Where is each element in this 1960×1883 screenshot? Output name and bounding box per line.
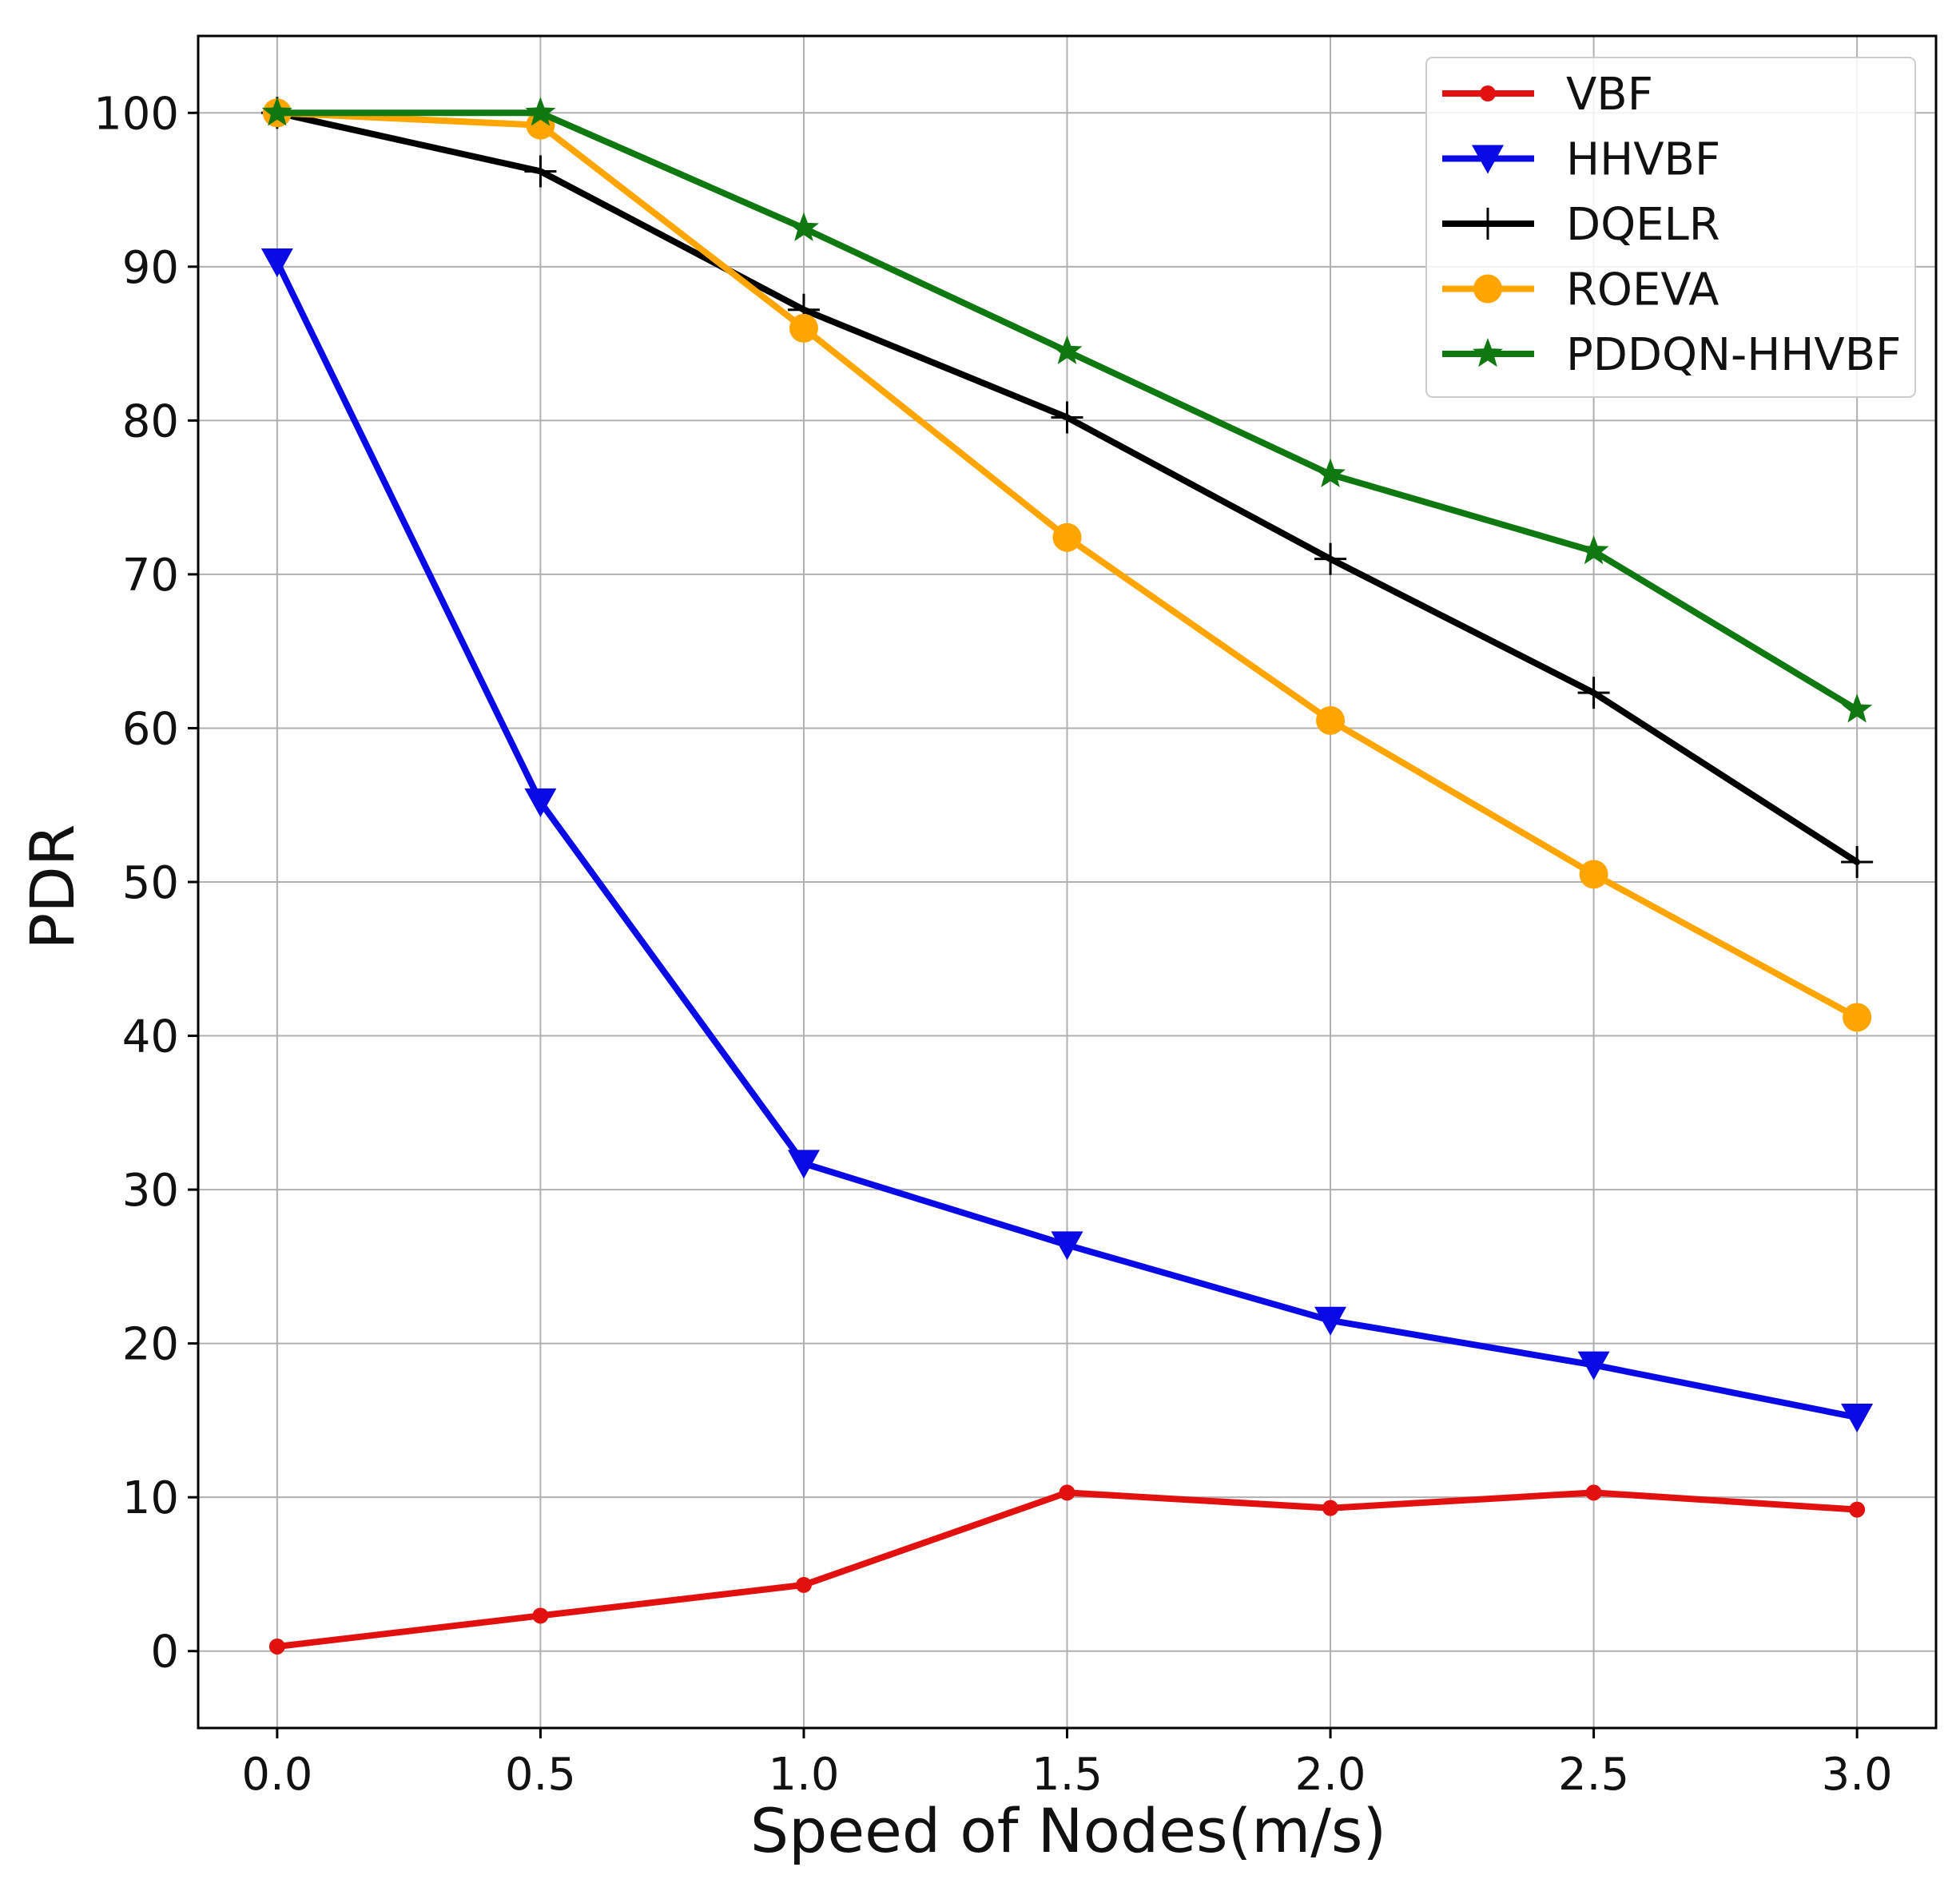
- y-tick-label: 50: [122, 857, 179, 909]
- data-point: [260, 248, 293, 278]
- x-tick-label: 0.5: [505, 1749, 576, 1801]
- data-point: [524, 155, 557, 188]
- series-hhvbf: [260, 248, 1874, 1433]
- legend-swatch-marker: [1472, 208, 1504, 240]
- x-tick-label: 2.0: [1295, 1749, 1366, 1801]
- series-vbf: [268, 1484, 1866, 1655]
- data-point: [1841, 845, 1874, 878]
- x-tick-label: 2.5: [1558, 1749, 1629, 1801]
- data-point: [1585, 1484, 1602, 1501]
- legend-label: DQELR: [1566, 199, 1720, 251]
- legend-item: HHVBF: [1442, 134, 1720, 186]
- data-point: [1314, 542, 1347, 575]
- y-tick-label: 0: [150, 1627, 179, 1678]
- y-tick-label: 30: [122, 1165, 179, 1217]
- legend-label: PDDQN-HHVBF: [1566, 329, 1901, 381]
- data-point: [1322, 1500, 1339, 1516]
- data-point: [1841, 1404, 1874, 1433]
- y-axis-label: PDR: [17, 824, 88, 949]
- data-point: [1052, 335, 1083, 364]
- y-tick-label: 20: [122, 1319, 179, 1371]
- legend-swatch-marker: [1480, 85, 1496, 101]
- y-tick-label: 40: [122, 1011, 179, 1063]
- legend-item: PDDQN-HHVBF: [1442, 329, 1901, 381]
- legend-swatch-marker: [1472, 145, 1504, 174]
- series-pddqn-hhvbf: [261, 97, 1873, 723]
- legend-label: ROEVA: [1566, 264, 1719, 316]
- data-point: [1843, 1003, 1872, 1032]
- data-point: [1849, 1501, 1866, 1518]
- data-point: [1579, 860, 1608, 889]
- data-point: [1314, 1306, 1347, 1336]
- data-point: [788, 212, 819, 241]
- series-dqelr: [260, 97, 1874, 878]
- data-point: [1316, 705, 1346, 735]
- x-tick-label: 1.0: [768, 1749, 839, 1801]
- x-tick-label: 0.0: [241, 1749, 312, 1801]
- data-point: [789, 313, 818, 343]
- legend-label: VBF: [1566, 69, 1653, 121]
- data-point: [1577, 1351, 1610, 1380]
- data-point: [261, 97, 292, 126]
- y-tick-label: 80: [122, 395, 179, 447]
- data-point: [1059, 1484, 1075, 1501]
- data-point: [524, 788, 557, 817]
- data-point: [1842, 693, 1873, 723]
- data-point: [787, 1150, 820, 1179]
- y-tick-label: 60: [122, 703, 179, 755]
- legend-item: VBF: [1442, 69, 1653, 121]
- legend-box: [1425, 57, 1916, 398]
- legend-item: ROEVA: [1442, 264, 1719, 316]
- data-point: [268, 1638, 285, 1655]
- x-axis-label: Speed of Nodes(m/s): [750, 1795, 1386, 1866]
- legend-swatch-marker: [1473, 338, 1503, 367]
- legend-label: HHVBF: [1566, 134, 1720, 186]
- legend: VBF HHVBF DQELR ROEVA PDDQN-HHVBF: [1425, 57, 1916, 398]
- data-point: [795, 1576, 812, 1593]
- x-tick-label: 3.0: [1822, 1749, 1893, 1801]
- legend-swatch-marker: [1473, 274, 1502, 304]
- data-point: [1052, 522, 1082, 552]
- y-tick-label: 100: [93, 88, 179, 140]
- data-point: [1315, 458, 1346, 487]
- data-point: [1578, 535, 1609, 565]
- x-tick-label: 1.5: [1032, 1749, 1103, 1801]
- data-point: [532, 1607, 549, 1624]
- y-tick-label: 90: [122, 242, 179, 294]
- legend-item: DQELR: [1442, 199, 1720, 251]
- data-point: [1051, 401, 1083, 434]
- data-point: [525, 97, 556, 126]
- y-tick-label: 10: [122, 1472, 179, 1524]
- data-point: [1577, 677, 1610, 709]
- axis-ticks: 0.0 0.5 1.0 1.5 2.0 2.5 3.0 0 10 20 30 40 50 60 70 80 90…: [93, 88, 1893, 1801]
- data-point: [1051, 1231, 1083, 1261]
- series-layer: [260, 97, 1874, 1655]
- y-tick-label: 70: [122, 550, 179, 602]
